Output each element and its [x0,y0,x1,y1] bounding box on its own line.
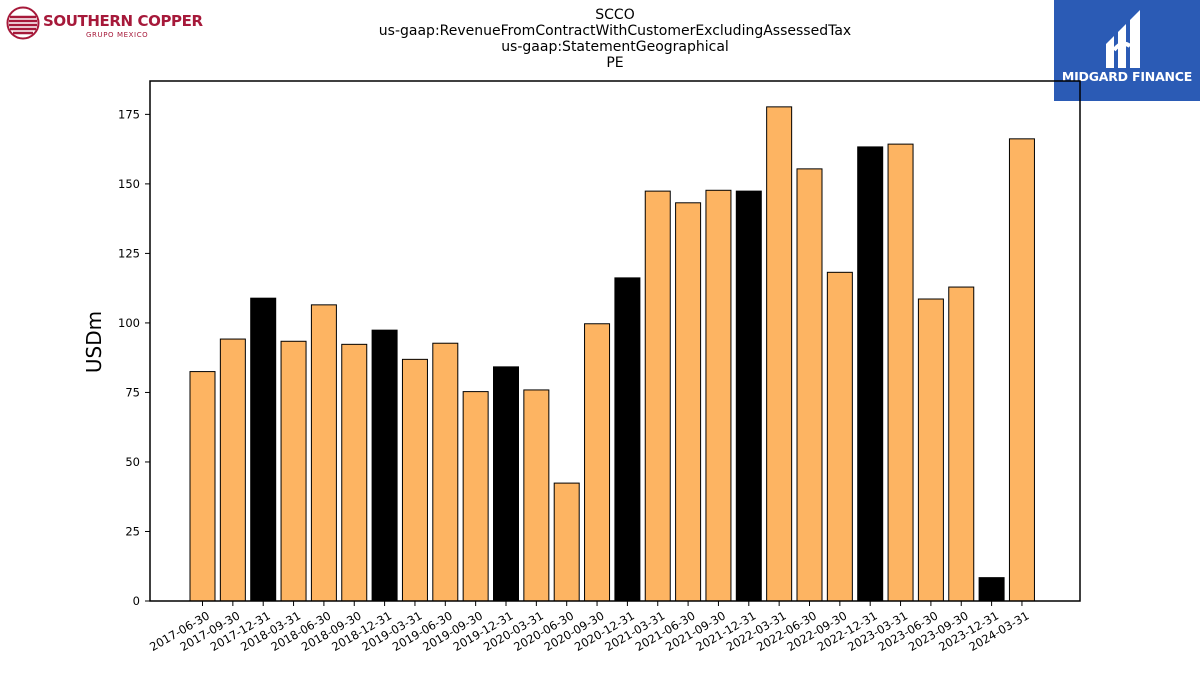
southern-copper-sub: GRUPO MEXICO [86,31,149,39]
x-axis: 2017-06-302017-09-302017-12-312018-03-31… [147,601,1031,654]
y-tick-label: 75 [125,385,140,399]
bar-2018-03-31 [280,340,307,602]
bar-2020-12-31 [614,277,641,602]
bar-2022-06-30 [796,168,823,602]
bars-group [189,106,1035,602]
y-axis: 0 25 50 75 100 125 150 175 [118,107,150,608]
midgard-logo-icon [1106,10,1140,68]
bar-2021-09-30 [705,189,732,602]
bar-2019-12-31 [493,366,519,602]
y-tick-label: 0 [133,594,140,608]
bar-2020-09-30 [584,323,611,602]
chart-title-line-4: PE [606,55,624,71]
y-tick-label: 50 [125,455,140,469]
y-tick-label: 175 [118,107,140,121]
bar-2017-12-31 [250,297,277,602]
midgard-finance-name: MIDGARD FINANCE [1061,69,1193,84]
bar-2019-03-31 [401,358,428,602]
bar-2022-03-31 [766,106,793,602]
bar-2018-09-30 [341,343,368,602]
bar-2022-09-30 [826,271,853,602]
bar-2022-12-31 [857,146,884,602]
chart-title-line-3: us-gaap:StatementGeographical [501,39,729,55]
bar-2021-12-31 [735,190,762,602]
bar-2023-03-31 [887,143,914,602]
plot-frame [149,80,1081,602]
y-tick-label: 125 [118,246,140,260]
chart-title-line-2: us-gaap:RevenueFromContractWithCustomerE… [378,23,852,39]
bar-2018-12-31 [371,329,398,602]
bar-2021-06-30 [675,202,702,602]
bar-2021-03-31 [644,190,671,602]
y-axis-label: USDm [82,311,106,373]
bar-2023-09-30 [948,286,975,602]
southern-copper-name: SOUTHERN COPPER [43,12,203,30]
bar-2023-12-31 [978,577,1005,602]
bar-2024-03-31 [1008,138,1035,602]
y-tick-label: 25 [125,524,140,538]
chart-title-line-1: SCCO [595,7,635,23]
bar-2019-09-30 [462,391,489,602]
bar-2019-06-30 [432,342,459,602]
logo-southern-copper: SOUTHERN COPPER GRUPO MEXICO [6,6,203,42]
bar-2020-06-30 [553,482,580,602]
bar-2018-06-30 [310,304,337,602]
bar-2017-06-30 [189,371,216,602]
y-tick-label: 100 [118,316,140,330]
bar-2023-06-30 [917,298,944,602]
y-tick-label: 150 [118,177,140,191]
bar-2020-03-31 [523,389,550,602]
logo-midgard-finance: MIDGARD FINANCE [1054,0,1200,101]
southern-copper-logo-icon [6,6,40,40]
bar-2017-09-30 [219,338,246,602]
